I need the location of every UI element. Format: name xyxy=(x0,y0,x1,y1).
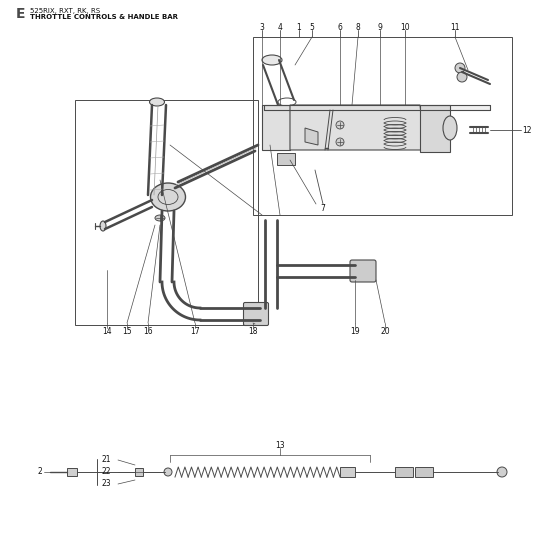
Polygon shape xyxy=(262,105,290,150)
Text: 12: 12 xyxy=(522,125,531,134)
Bar xyxy=(135,468,143,476)
Text: 3: 3 xyxy=(260,22,264,31)
Text: 4: 4 xyxy=(278,22,282,31)
Ellipse shape xyxy=(100,221,106,231)
Text: 16: 16 xyxy=(143,326,153,335)
Text: 19: 19 xyxy=(350,326,360,335)
Text: 14: 14 xyxy=(102,326,112,335)
Bar xyxy=(395,467,413,477)
Bar xyxy=(67,468,77,476)
Bar xyxy=(340,467,355,477)
Ellipse shape xyxy=(262,55,282,65)
Bar xyxy=(277,153,295,165)
Text: 21: 21 xyxy=(101,455,110,464)
Text: 11: 11 xyxy=(450,22,460,31)
Text: THROTTLE CONTROLS & HANDLE BAR: THROTTLE CONTROLS & HANDLE BAR xyxy=(30,14,178,20)
Polygon shape xyxy=(305,128,318,145)
Ellipse shape xyxy=(155,215,165,221)
Text: 6: 6 xyxy=(338,22,342,31)
Circle shape xyxy=(457,72,467,82)
FancyBboxPatch shape xyxy=(350,260,376,282)
Text: 17: 17 xyxy=(190,326,200,335)
Text: 9: 9 xyxy=(377,22,382,31)
Text: 22: 22 xyxy=(101,468,110,477)
Text: 23: 23 xyxy=(101,479,111,488)
Text: 8: 8 xyxy=(356,22,361,31)
Bar xyxy=(415,467,433,477)
Polygon shape xyxy=(264,105,490,110)
Text: 2: 2 xyxy=(38,468,43,477)
Circle shape xyxy=(455,63,465,73)
Bar xyxy=(253,37,512,215)
Text: 5: 5 xyxy=(310,22,314,31)
Text: 7: 7 xyxy=(320,203,325,212)
Text: 20: 20 xyxy=(380,326,390,335)
Text: 1: 1 xyxy=(297,22,301,31)
Ellipse shape xyxy=(150,98,165,106)
Text: 525RIX, RXT, RK, RS: 525RIX, RXT, RK, RS xyxy=(30,8,100,14)
Ellipse shape xyxy=(151,183,185,211)
Polygon shape xyxy=(420,105,450,152)
Ellipse shape xyxy=(443,116,457,140)
Circle shape xyxy=(497,467,507,477)
Text: 13: 13 xyxy=(275,441,285,450)
Ellipse shape xyxy=(164,468,172,476)
Polygon shape xyxy=(290,105,425,150)
Text: E: E xyxy=(15,7,25,21)
Circle shape xyxy=(336,121,344,129)
Text: 15: 15 xyxy=(122,326,132,335)
Text: 10: 10 xyxy=(400,22,410,31)
Text: 18: 18 xyxy=(248,326,258,335)
Bar xyxy=(75,100,258,325)
FancyBboxPatch shape xyxy=(244,302,268,325)
Circle shape xyxy=(336,138,344,146)
